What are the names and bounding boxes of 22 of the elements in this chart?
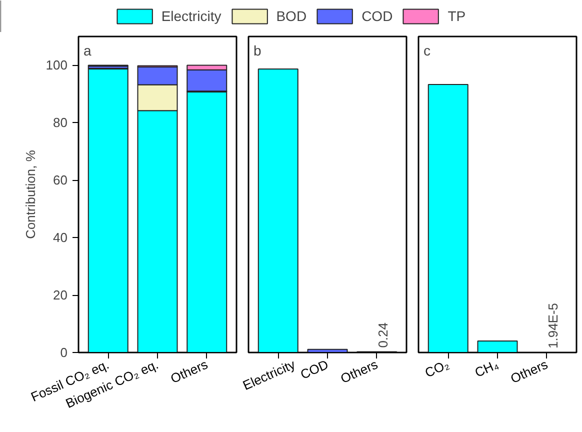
legend-label: BOD <box>276 8 307 24</box>
annotation: a <box>84 42 92 58</box>
y-tick-label: 100 <box>46 58 68 73</box>
legend-label: Electricity <box>161 8 222 24</box>
y-tick-label: 40 <box>53 230 68 246</box>
x-tick-label: COD <box>298 356 331 382</box>
x-tick-label: CH₄ <box>472 356 501 380</box>
annotation: c <box>424 42 430 58</box>
y-tick-label: 0 <box>60 345 68 360</box>
y-tick-label: 20 <box>53 288 68 303</box>
x-tick-label: Others <box>168 356 210 386</box>
x-tick-label: CO₂ <box>422 356 452 380</box>
legend-label: COD <box>362 8 393 24</box>
data-label: 0.24 <box>375 322 390 348</box>
y-tick-label: 80 <box>53 115 68 130</box>
y-axis-title: Contribution, % <box>22 150 38 239</box>
x-tick-label: Others <box>508 356 550 386</box>
x-tick-label: Others <box>338 356 380 386</box>
legend-label: TP <box>448 8 467 24</box>
y-tick-label: 60 <box>53 172 68 188</box>
data-label: 1.94E-5 <box>545 302 560 348</box>
annotation: b <box>254 42 262 58</box>
